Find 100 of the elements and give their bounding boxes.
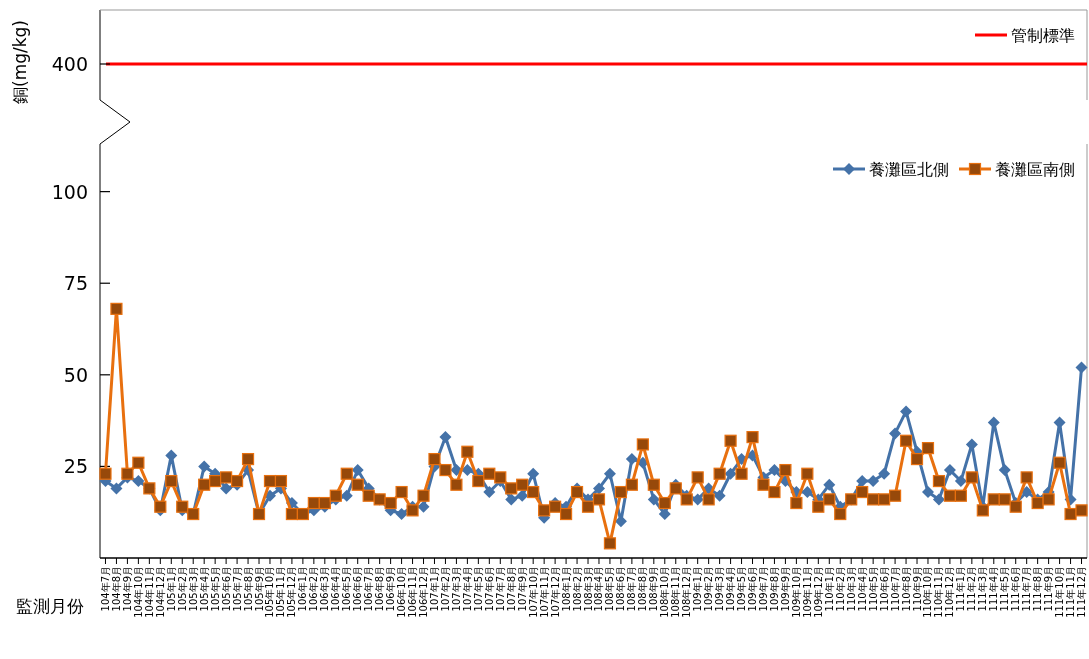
text: 銅(mg/kg) — [10, 20, 30, 104]
x-tick-label: 109年5月 — [736, 566, 748, 612]
x-tick-label: 110年11月 — [933, 566, 945, 618]
data-label: 400 — [51, 53, 88, 75]
x-tick-label: 108年1月 — [560, 566, 572, 612]
x-tick-label: 109年11月 — [801, 566, 813, 618]
x-tick-label: 106年9月 — [385, 566, 397, 612]
x-tick-label: 106年6月 — [352, 566, 364, 612]
x-tick-label: 110年1月 — [823, 566, 835, 612]
x-tick-label: 106年7月 — [363, 566, 375, 612]
x-tick-label: 104年12月 — [154, 566, 166, 618]
x-tick-label: 104年7月 — [99, 566, 111, 612]
x-tick-label: 108年12月 — [681, 566, 693, 618]
x-tick-label: 110年4月 — [856, 566, 868, 612]
x-tick-label: 110年2月 — [834, 566, 846, 612]
x-tick-label: 105年4月 — [198, 566, 210, 612]
x-tick-label: 107年8月 — [505, 566, 517, 612]
x-tick-label: 106年10月 — [396, 566, 408, 618]
x-tick-label: 106年4月 — [330, 566, 342, 612]
y-tick-label: 100 — [51, 180, 88, 203]
legend-label: 管制標準 — [1011, 25, 1075, 45]
x-tick-label: 111年6月 — [1010, 566, 1022, 612]
x-tick-label: 105年6月 — [220, 566, 232, 612]
x-tick-label: 109年12月 — [812, 566, 824, 618]
x-tick-label: 105年10月 — [264, 566, 276, 618]
x-tick-label: 111年7月 — [1021, 566, 1033, 612]
x-tick-label: 105年8月 — [242, 566, 254, 612]
x-tick-label: 111年5月 — [999, 566, 1011, 612]
x-tick-label: 111年11月 — [1065, 566, 1077, 618]
x-tick-label: 104年11月 — [143, 566, 155, 618]
x-tick-label: 105年12月 — [286, 566, 298, 618]
x-tick-label: 106年5月 — [341, 566, 353, 612]
x-tick-label: 108年3月 — [582, 566, 594, 612]
x-tick-label: 109年8月 — [768, 566, 780, 612]
x-tick-label: 105年11月 — [275, 566, 287, 618]
x-tick-label: 107年4月 — [461, 566, 473, 612]
x-tick-label: 111年4月 — [988, 566, 1000, 612]
x-tick-label: 110年9月 — [911, 566, 923, 612]
x-tick-label: 110年5月 — [867, 566, 879, 612]
x-tick-label: 109年4月 — [725, 566, 737, 612]
x-tick-label: 104年9月 — [121, 566, 133, 612]
x-tick-label: 107年9月 — [516, 566, 528, 612]
x-tick-label: 111年2月 — [966, 566, 978, 612]
x-tick-label: 105年7月 — [231, 566, 243, 612]
x-axis-title: 監測月份 — [16, 596, 84, 616]
x-tick-label: 110年8月 — [900, 566, 912, 612]
x-tick-label: 107年6月 — [483, 566, 495, 612]
x-tick-label: 108年7月 — [626, 566, 638, 612]
x-tick-label: 108年10月 — [659, 566, 671, 618]
x-tick-label: 111年8月 — [1032, 566, 1044, 612]
x-tick-label: 109年9月 — [779, 566, 791, 612]
x-tick-label: 111年9月 — [1043, 566, 1055, 612]
x-tick-label: 111年3月 — [977, 566, 989, 612]
x-tick-label: 107年10月 — [527, 566, 539, 618]
x-tick-label: 111年1月 — [955, 566, 967, 612]
x-tick-label: 107年12月 — [549, 566, 561, 618]
x-tick-label: 105年2月 — [176, 566, 188, 612]
x-tick-label: 104年10月 — [132, 566, 144, 618]
x-tick-label: 109年3月 — [714, 566, 726, 612]
x-tick-label: 108年6月 — [615, 566, 627, 612]
x-tick-label: 110年3月 — [845, 566, 857, 612]
y-tick-label: 25 — [63, 455, 88, 478]
x-tick-label: 106年8月 — [374, 566, 386, 612]
y-tick-label: 50 — [63, 363, 88, 386]
x-tick-label: 110年12月 — [944, 566, 956, 618]
x-tick-label: 109年7月 — [757, 566, 769, 612]
x-tick-label: 111年12月 — [1076, 566, 1088, 618]
x-tick-label: 109年10月 — [790, 566, 802, 618]
x-tick-label: 109年6月 — [747, 566, 759, 612]
x-tick-label: 107年7月 — [494, 566, 506, 612]
x-tick-label: 105年5月 — [209, 566, 221, 612]
x-tick-label: 107年1月 — [428, 566, 440, 612]
x-tick-label: 106年12月 — [418, 566, 430, 618]
x-tick-label: 106年11月 — [407, 566, 419, 618]
x-tick-label: 106年1月 — [297, 566, 309, 612]
x-tick-label: 108年8月 — [637, 566, 649, 612]
x-tick-label: 106年2月 — [308, 566, 320, 612]
x-tick-label: 104年8月 — [110, 566, 122, 612]
x-tick-label: 108年11月 — [670, 566, 682, 618]
x-tick-label: 106年3月 — [319, 566, 331, 612]
x-tick-label: 108年5月 — [604, 566, 616, 612]
x-tick-label: 111年10月 — [1054, 566, 1066, 618]
x-tick-label: 105年9月 — [253, 566, 265, 612]
x-tick-label: 109年2月 — [703, 566, 715, 612]
legend-label: 養灘區南側 — [995, 159, 1075, 179]
y-tick-label: 75 — [63, 272, 88, 295]
x-tick-label: 107年11月 — [538, 566, 550, 618]
x-tick-label: 110年6月 — [878, 566, 890, 612]
legend-label: 養灘區北側 — [869, 159, 949, 179]
x-tick-label: 107年2月 — [439, 566, 451, 612]
x-tick-label: 107年5月 — [472, 566, 484, 612]
x-tick-label: 110年7月 — [889, 566, 901, 612]
x-tick-label: 109年1月 — [692, 566, 704, 612]
x-tick-label: 107年3月 — [450, 566, 462, 612]
x-tick-label: 110年10月 — [922, 566, 934, 618]
x-tick-label: 108年4月 — [593, 566, 605, 612]
x-tick-label: 108年2月 — [571, 566, 583, 612]
x-tick-label: 108年9月 — [648, 566, 660, 612]
x-tick-label: 105年3月 — [187, 566, 199, 612]
x-tick-label: 105年1月 — [165, 566, 177, 612]
